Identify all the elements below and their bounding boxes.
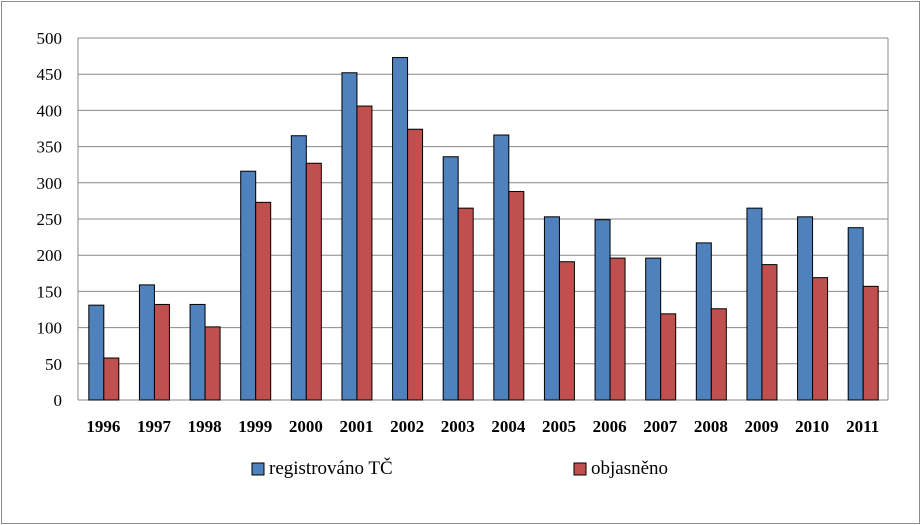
bar-objasneno-2003 xyxy=(457,207,474,401)
x-tick-label: 2002 xyxy=(390,417,424,436)
y-tick-label: 400 xyxy=(37,101,63,120)
y-tick-label: 250 xyxy=(37,210,63,229)
bar-registrovano-2001 xyxy=(341,72,358,401)
x-tick-label: 2005 xyxy=(542,417,576,436)
bar-registrovano-1997 xyxy=(138,284,155,401)
x-tick-label: 2006 xyxy=(593,417,627,436)
x-tick-label: 2000 xyxy=(289,417,323,436)
bar-registrovano-2009 xyxy=(746,207,763,401)
bar-registrovano-2005 xyxy=(543,216,560,401)
bar-objasneno-1996 xyxy=(103,357,120,401)
y-tick-label: 0 xyxy=(54,391,63,410)
bar-objasneno-2011 xyxy=(862,285,879,401)
x-tick-label: 1998 xyxy=(188,417,222,436)
bar-objasneno-2010 xyxy=(812,277,829,401)
bar-registrovano-1996 xyxy=(88,304,105,401)
x-tick-label: 2008 xyxy=(694,417,728,436)
bar-objasneno-1997 xyxy=(153,303,170,401)
bar-objasneno-2000 xyxy=(305,162,322,401)
bar-objasneno-2007 xyxy=(660,313,677,401)
x-tick-label: 2007 xyxy=(643,417,678,436)
legend-swatch xyxy=(251,462,265,476)
y-tick-label: 100 xyxy=(37,319,63,338)
x-tick-label: 2011 xyxy=(846,417,879,436)
bar-objasneno-2009 xyxy=(761,264,778,401)
bar-objasneno-2004 xyxy=(508,190,525,401)
bar-objasneno-2008 xyxy=(710,308,727,401)
bar-registrovano-2002 xyxy=(392,57,409,401)
y-tick-label: 350 xyxy=(37,138,63,157)
x-tick-label: 2004 xyxy=(491,417,526,436)
legend-label: registrováno TČ xyxy=(269,457,393,479)
bar-registrovano-2011 xyxy=(847,227,864,401)
bar-registrovano-2007 xyxy=(645,257,662,401)
bar-objasneno-2005 xyxy=(558,261,575,401)
x-tick-label: 2001 xyxy=(339,417,373,436)
y-tick-label: 500 xyxy=(37,29,63,48)
x-tick-label: 2010 xyxy=(795,417,829,436)
legend-label: objasněno xyxy=(591,458,668,479)
bar-objasneno-2001 xyxy=(356,105,373,401)
x-tick-label: 2003 xyxy=(441,417,475,436)
bar-objasneno-1998 xyxy=(204,326,221,401)
y-tick-label: 450 xyxy=(37,65,63,84)
bar-objasneno-2006 xyxy=(609,257,626,401)
bar-registrovano-2006 xyxy=(594,219,611,401)
bar-registrovano-2008 xyxy=(695,242,712,401)
x-tick-label: 1997 xyxy=(137,417,172,436)
bar-registrovano-2004 xyxy=(493,134,510,401)
y-tick-label: 300 xyxy=(37,174,63,193)
bar-registrovano-1998 xyxy=(189,303,206,401)
bar-registrovano-2000 xyxy=(290,135,307,401)
legend-swatch xyxy=(573,462,587,476)
bar-objasneno-2002 xyxy=(407,128,424,401)
y-tick-label: 150 xyxy=(37,282,63,301)
x-tick-label: 2009 xyxy=(744,417,778,436)
y-tick-label: 50 xyxy=(45,355,62,374)
bar-registrovano-2003 xyxy=(442,156,459,401)
x-tick-label: 1996 xyxy=(86,417,120,436)
bar-registrovano-1999 xyxy=(240,170,257,401)
bar-objasneno-1999 xyxy=(255,201,272,401)
x-tick-label: 1999 xyxy=(238,417,272,436)
bar-registrovano-2010 xyxy=(797,216,814,401)
y-tick-label: 200 xyxy=(37,246,63,265)
